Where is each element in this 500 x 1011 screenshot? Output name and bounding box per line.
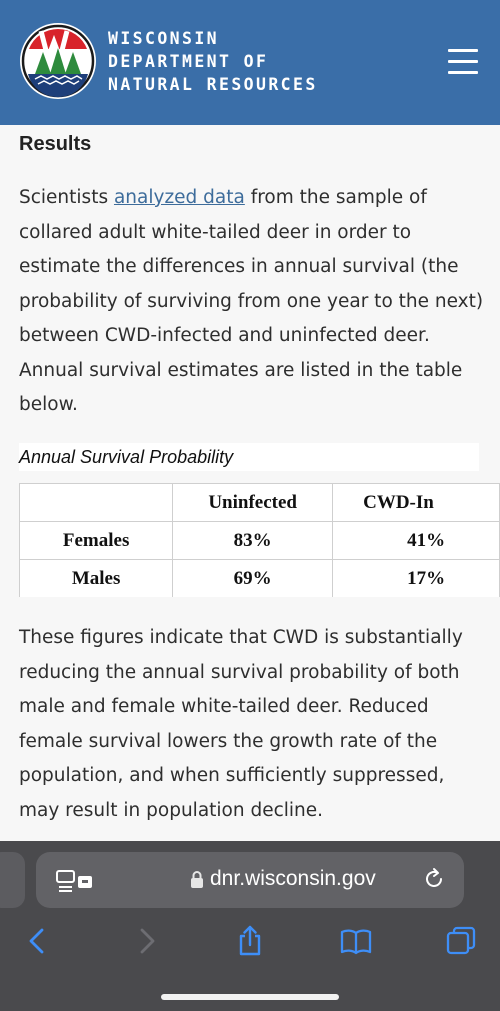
tabs-icon[interactable] — [445, 925, 477, 957]
brand-line-2: DEPARTMENT OF — [108, 52, 269, 71]
cell-females-cwd: 41% — [332, 521, 500, 560]
table-header-cwd-infected: CWD-In — [332, 483, 500, 522]
table-caption: Annual Survival Probability — [19, 443, 479, 471]
back-chevron-icon[interactable] — [22, 925, 54, 957]
analyzed-data-link[interactable]: analyzed data — [113, 187, 245, 208]
book-icon[interactable] — [340, 925, 372, 957]
article-content: Results Scientists analyzed data from th… — [0, 125, 500, 841]
site-header: WISCONSIN DEPARTMENT OF NATURAL RESOURCE… — [0, 0, 500, 125]
paragraph-conclusion: These figures indicate that CWD is subst… — [19, 627, 463, 821]
section-heading: Results — [19, 133, 92, 155]
share-icon[interactable] — [234, 925, 266, 957]
site-brand[interactable]: WISCONSIN DEPARTMENT OF NATURAL RESOURCE… — [108, 27, 318, 96]
paragraph-intro: Scientists analyzed data from the sample… — [19, 181, 489, 423]
address-bar[interactable]: dnr.wisconsin.gov — [36, 852, 464, 908]
reload-icon[interactable] — [422, 867, 446, 891]
wdnr-logo[interactable] — [19, 22, 97, 100]
lock-icon — [191, 871, 203, 888]
cell-males-cwd: 17% — [332, 559, 500, 597]
survival-table-container[interactable]: Uninfected CWD-In Females 83% 41% Males … — [19, 483, 500, 597]
previous-tab-peek[interactable] — [0, 852, 25, 908]
reader-mode-icon[interactable] — [56, 868, 104, 894]
menu-bar-top — [448, 49, 478, 52]
table-header-row: Uninfected CWD-In — [19, 483, 500, 522]
hamburger-menu-icon[interactable] — [446, 44, 480, 78]
intro-text-start: Scientists — [19, 187, 114, 208]
url-text: dnr.wisconsin.gov — [210, 867, 376, 890]
cell-females-uninfected: 83% — [172, 521, 334, 560]
browser-bottom-bar: dnr.wisconsin.gov — [0, 841, 500, 1011]
intro-text-end: from the sample of collared adult white-… — [19, 187, 484, 415]
home-indicator[interactable] — [161, 994, 339, 1000]
table-header-uninfected: Uninfected — [172, 483, 334, 522]
brand-line-1: WISCONSIN — [108, 29, 220, 48]
table-header-blank — [19, 483, 174, 522]
row-label-males: Males — [19, 559, 174, 597]
forward-chevron-icon[interactable] — [130, 925, 162, 957]
row-label-females: Females — [19, 521, 174, 560]
brand-line-3: NATURAL RESOURCES — [108, 75, 318, 94]
survival-table: Uninfected CWD-In Females 83% 41% Males … — [19, 483, 500, 597]
menu-bar-middle — [448, 60, 478, 63]
cell-males-uninfected: 69% — [172, 559, 334, 597]
menu-bar-bottom — [448, 71, 478, 74]
table-row: Females 83% 41% — [19, 521, 500, 560]
table-row: Males 69% 17% — [19, 559, 500, 597]
